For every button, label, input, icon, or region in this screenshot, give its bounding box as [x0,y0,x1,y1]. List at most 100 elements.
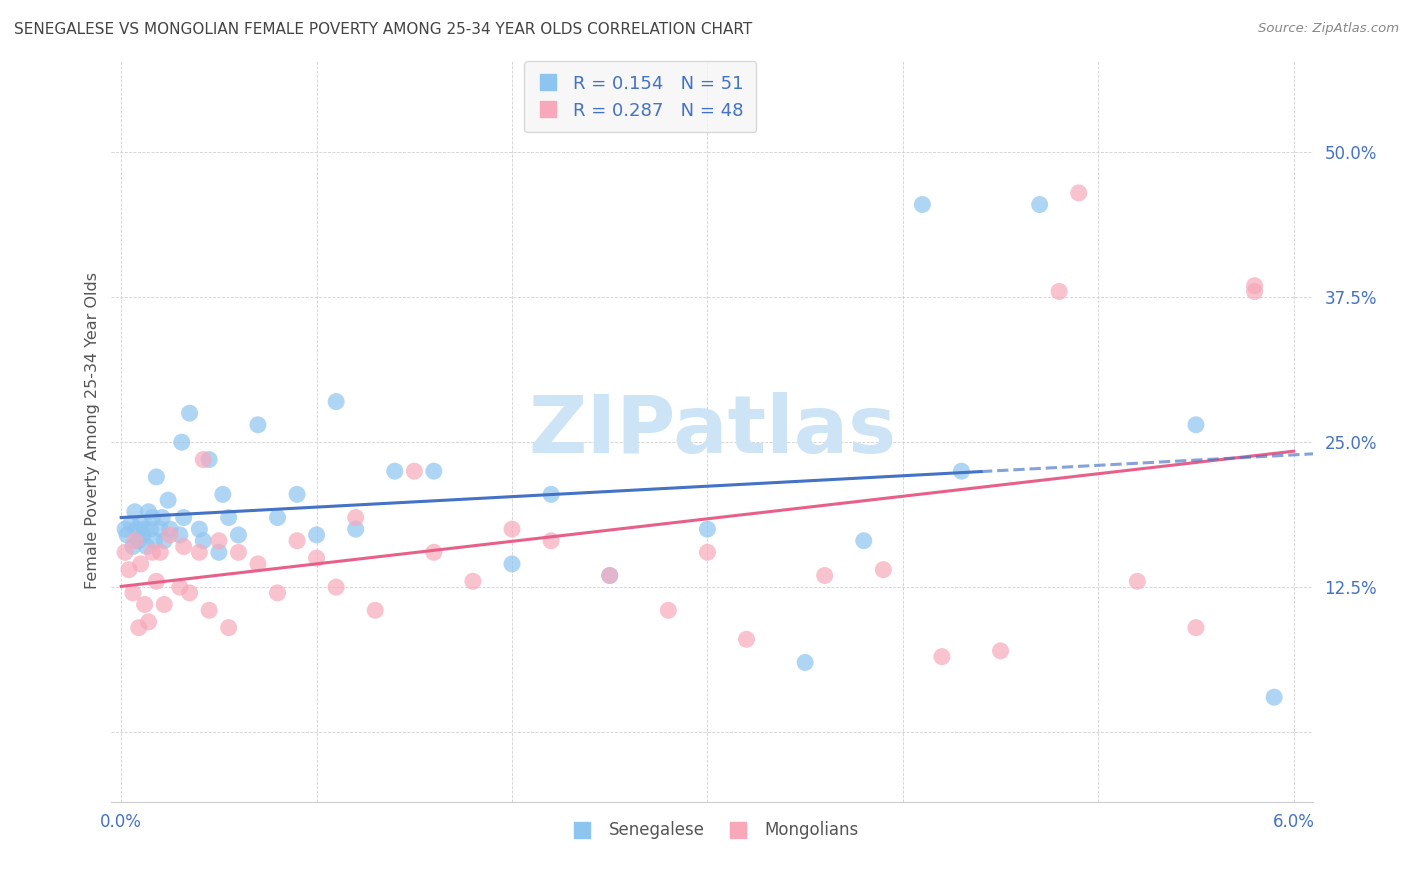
Point [1028,197,1050,211]
Point [218,621,240,635]
Point [193,452,215,467]
Point [696,522,718,536]
Point [173,540,195,554]
Point [179,586,201,600]
Point [246,557,269,571]
Point [1047,285,1070,299]
Point [118,563,141,577]
Text: Source: ZipAtlas.com: Source: ZipAtlas.com [1258,22,1399,36]
Point [540,533,562,548]
Point [1263,690,1285,705]
Point [1185,417,1208,432]
Point [120,516,142,531]
Point [931,649,953,664]
Point [149,522,172,536]
Point [114,522,136,536]
Point [153,598,176,612]
Point [599,568,621,582]
Point [1126,574,1149,589]
Point [501,557,523,571]
Point [129,557,152,571]
Point [228,545,250,559]
Point [179,406,201,420]
Point [911,197,934,211]
Point [139,522,162,536]
Point [325,580,347,594]
Point [193,533,215,548]
Legend: Senegalese, Mongolians: Senegalese, Mongolians [558,814,866,846]
Point [143,533,166,548]
Point [135,540,157,554]
Point [461,574,484,589]
Point [735,632,758,647]
Point [208,545,231,559]
Point [246,417,269,432]
Point [138,505,160,519]
Point [266,510,288,524]
Point [198,452,221,467]
Point [814,568,837,582]
Point [141,545,163,559]
Point [128,621,150,635]
Point [599,568,621,582]
Point [159,528,181,542]
Point [501,522,523,536]
Point [198,603,221,617]
Point [188,522,211,536]
Point [169,580,191,594]
Point [266,586,288,600]
Point [134,598,156,612]
Point [208,533,231,548]
Point [423,464,446,478]
Point [211,487,233,501]
Point [285,487,308,501]
Point [305,551,328,566]
Point [131,528,153,542]
Point [122,586,145,600]
Point [423,545,446,559]
Point [872,563,894,577]
Point [125,522,148,536]
Y-axis label: Female Poverty Among 25-34 Year Olds: Female Poverty Among 25-34 Year Olds [86,272,100,589]
Point [228,528,250,542]
Point [540,487,562,501]
Point [404,464,426,478]
Point [344,510,367,524]
Point [1185,621,1208,635]
Point [149,545,172,559]
Point [157,493,180,508]
Point [364,603,387,617]
Point [145,574,167,589]
Point [145,470,167,484]
Point [285,533,308,548]
Point [150,510,173,524]
Point [657,603,679,617]
Point [1067,186,1090,200]
Point [990,644,1012,658]
Point [138,615,160,629]
Point [159,522,181,536]
Point [173,510,195,524]
Point [122,540,145,554]
Point [129,516,152,531]
Point [1243,278,1265,293]
Point [124,533,146,548]
Point [344,522,367,536]
Point [124,505,146,519]
Point [218,510,240,524]
Text: SENEGALESE VS MONGOLIAN FEMALE POVERTY AMONG 25-34 YEAR OLDS CORRELATION CHART: SENEGALESE VS MONGOLIAN FEMALE POVERTY A… [14,22,752,37]
Point [1243,285,1265,299]
Point [153,533,176,548]
Point [169,528,191,542]
Point [141,510,163,524]
Point [188,545,211,559]
Point [794,656,817,670]
Point [170,435,193,450]
Point [114,545,136,559]
Point [134,522,156,536]
Point [305,528,328,542]
Point [115,528,138,542]
Point [325,394,347,409]
Point [128,533,150,548]
Text: ZIPatlas: ZIPatlas [529,392,897,469]
